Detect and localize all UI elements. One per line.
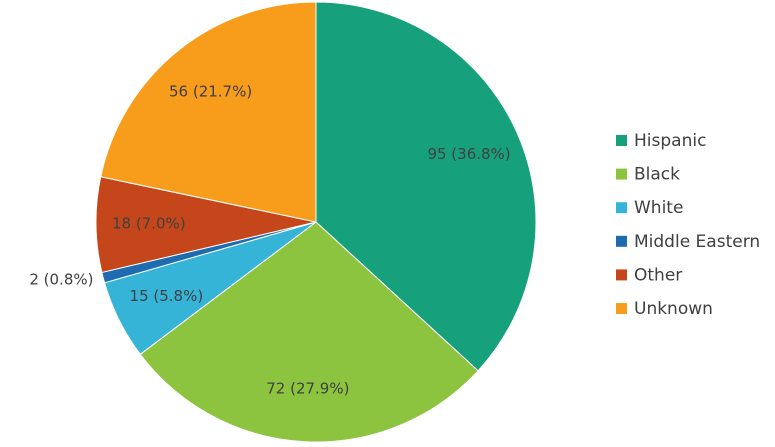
data-label: 15 (5.8%) — [130, 287, 204, 305]
pie-slice — [139, 221, 479, 443]
legend-label: Unknown — [634, 299, 713, 319]
data-label: 18 (7.0%) — [112, 215, 186, 233]
legend-swatch — [616, 135, 627, 146]
legend-label: Middle Eastern — [634, 232, 760, 252]
legend-label: Hispanic — [634, 131, 706, 151]
legend-swatch — [616, 168, 627, 180]
data-label: 2 (0.8%) — [29, 271, 93, 289]
legend-label: Black — [634, 165, 680, 185]
data-label: 72 (27.9%) — [266, 380, 349, 398]
data-label: 56 (21.7%) — [169, 83, 252, 101]
legend-swatch — [616, 235, 627, 247]
pie-slice — [315, 1, 537, 372]
pie-slice — [100, 1, 317, 223]
legend-label: White — [634, 198, 683, 218]
legend-swatch — [616, 303, 627, 314]
data-label: 95 (36.8%) — [427, 145, 510, 163]
legend-label: Other — [634, 265, 682, 285]
legend-swatch — [616, 202, 627, 214]
legend-swatch — [616, 269, 627, 281]
